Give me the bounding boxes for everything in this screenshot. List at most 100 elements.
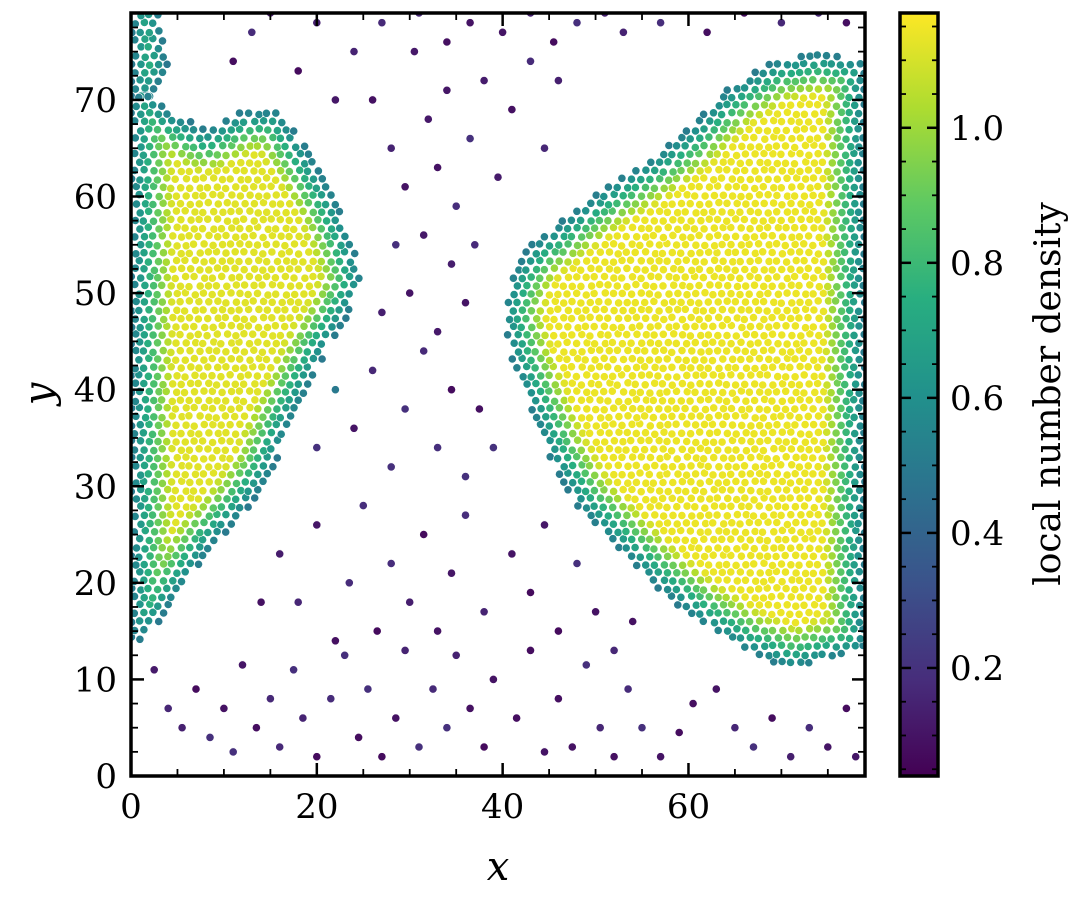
- particle: [614, 314, 623, 323]
- particle: [791, 77, 800, 86]
- particle: [249, 247, 259, 257]
- particle: [840, 593, 850, 603]
- particle: [763, 273, 773, 283]
- particle: [719, 453, 728, 463]
- particle: [818, 174, 828, 184]
- particle: [846, 321, 856, 331]
- particle: [175, 346, 185, 356]
- particle: [259, 296, 268, 306]
- particle: [804, 83, 814, 93]
- particle: [699, 207, 709, 217]
- particle: [622, 330, 632, 339]
- particle: [763, 126, 772, 136]
- particle: [148, 559, 158, 569]
- particle: [631, 460, 641, 470]
- particle: [722, 100, 732, 109]
- particle: [554, 256, 564, 266]
- particle: [262, 142, 272, 152]
- particle: [680, 207, 690, 217]
- particle: [732, 345, 742, 355]
- particle: [135, 323, 145, 333]
- particle: [700, 552, 709, 561]
- particle: [790, 534, 800, 544]
- particle: [690, 191, 700, 201]
- particle: [217, 387, 227, 397]
- particle: [672, 585, 681, 594]
- particle: [832, 198, 842, 208]
- particle: [350, 249, 360, 258]
- particle: [176, 167, 186, 176]
- particle: [764, 240, 774, 250]
- particle: [691, 600, 701, 610]
- sparse-particle: [749, 742, 758, 752]
- particle: [680, 568, 690, 578]
- particle: [709, 535, 719, 544]
- sparse-particle: [238, 660, 247, 670]
- particle: [714, 526, 724, 536]
- particle: [636, 273, 646, 283]
- particle: [730, 527, 740, 537]
- sparse-particle: [344, 578, 354, 588]
- sparse-particle: [442, 37, 452, 47]
- particle: [667, 312, 677, 322]
- particle: [744, 289, 754, 299]
- particle: [831, 477, 841, 487]
- particle: [163, 552, 173, 561]
- particle: [710, 501, 719, 511]
- particle: [831, 608, 841, 618]
- particle: [719, 616, 728, 626]
- particle: [740, 542, 750, 552]
- particle: [203, 198, 213, 207]
- particle: [590, 223, 599, 233]
- particle: [653, 321, 663, 331]
- particle: [712, 427, 722, 437]
- particle: [304, 216, 313, 225]
- sparse-particle: [400, 182, 410, 192]
- sparse-particle: [451, 201, 461, 211]
- particle: [655, 486, 664, 496]
- particle: [855, 470, 865, 479]
- particle: [181, 338, 191, 348]
- particle: [740, 133, 750, 142]
- particle: [573, 485, 583, 495]
- particle: [594, 461, 604, 471]
- particle: [317, 207, 327, 217]
- particle: [717, 338, 727, 348]
- particle: [818, 405, 828, 414]
- particle: [316, 271, 326, 281]
- particle: [213, 199, 223, 209]
- particle: [143, 584, 153, 593]
- particle: [740, 215, 749, 224]
- particle: [740, 166, 750, 175]
- particle: [783, 273, 792, 283]
- particle: [646, 322, 655, 332]
- particle: [736, 355, 746, 364]
- particle: [231, 445, 240, 455]
- particle: [135, 634, 145, 644]
- particle: [531, 396, 541, 406]
- particle: [303, 298, 313, 308]
- particle: [619, 519, 628, 528]
- particle: [681, 255, 691, 265]
- particle: [773, 59, 782, 69]
- particle: [672, 240, 681, 250]
- particle: [153, 338, 162, 348]
- particle: [667, 544, 677, 554]
- particle: [794, 281, 804, 290]
- particle: [230, 118, 240, 128]
- particle: [645, 239, 655, 249]
- particle: [854, 257, 863, 267]
- particle: [800, 518, 810, 527]
- particle: [316, 257, 326, 266]
- particle: [837, 616, 847, 626]
- particle: [344, 289, 354, 299]
- sparse-particle: [628, 617, 638, 626]
- particle: [622, 364, 632, 373]
- particle: [640, 298, 650, 307]
- particle: [271, 419, 281, 429]
- y-axis-label: y: [16, 381, 62, 407]
- particle: [585, 247, 595, 257]
- particle: [709, 453, 719, 462]
- particle: [576, 281, 586, 291]
- particle: [641, 183, 650, 192]
